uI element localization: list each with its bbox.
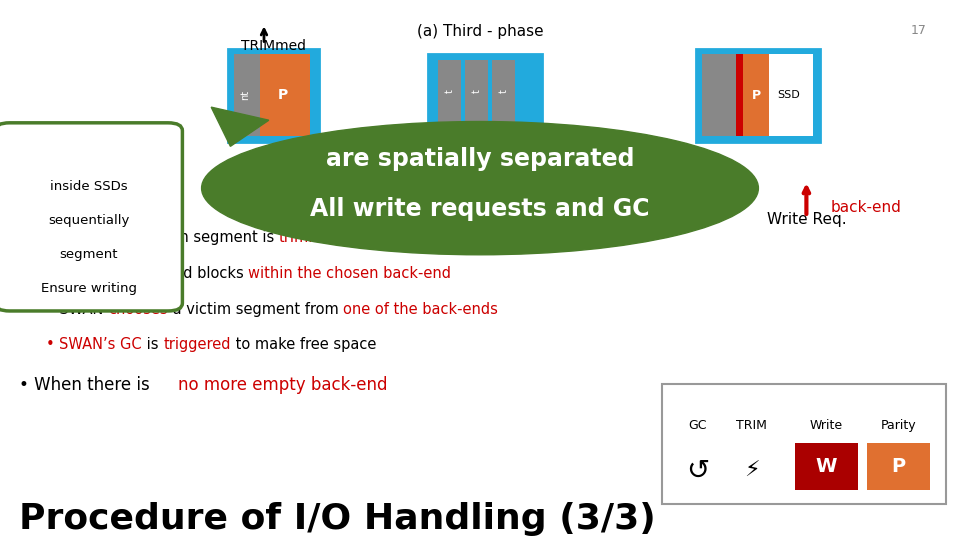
- FancyBboxPatch shape: [867, 443, 930, 490]
- FancyBboxPatch shape: [234, 55, 262, 137]
- Text: P: P: [752, 89, 760, 102]
- Text: to make free space: to make free space: [230, 337, 376, 352]
- Text: sequentially: sequentially: [48, 214, 130, 227]
- Text: (a) Third - phase: (a) Third - phase: [417, 24, 543, 38]
- Text: 17: 17: [910, 24, 926, 37]
- Text: SWAN GC: SWAN GC: [252, 212, 333, 227]
- Text: is: is: [142, 337, 163, 352]
- Text: Procedure of I/O Handling (3/3): Procedure of I/O Handling (3/3): [19, 502, 656, 536]
- Text: no more empty back-end: no more empty back-end: [178, 376, 387, 394]
- Ellipse shape: [202, 122, 758, 255]
- Text: nt: nt: [240, 90, 250, 100]
- FancyBboxPatch shape: [743, 55, 769, 137]
- Text: TRIM: TRIM: [736, 420, 767, 433]
- Text: SWAN’s GC: SWAN’s GC: [60, 337, 142, 352]
- Text: are spatially separated: are spatially separated: [325, 147, 635, 171]
- FancyBboxPatch shape: [428, 54, 541, 129]
- FancyBboxPatch shape: [763, 55, 813, 137]
- FancyBboxPatch shape: [260, 55, 309, 137]
- Text: inside SSDs: inside SSDs: [50, 180, 128, 193]
- Text: All write requests and GC: All write requests and GC: [310, 197, 650, 221]
- Text: •: •: [46, 337, 60, 352]
- Text: one of the back-ends: one of the back-ends: [343, 301, 498, 316]
- Text: W: W: [816, 457, 837, 476]
- Text: P: P: [892, 457, 905, 476]
- FancyBboxPatch shape: [0, 123, 182, 311]
- Text: t: t: [471, 90, 482, 93]
- Text: Write Req.: Write Req.: [767, 212, 846, 227]
- Text: TRIMmed: TRIMmed: [241, 39, 306, 53]
- Text: P: P: [278, 89, 288, 103]
- FancyBboxPatch shape: [228, 49, 319, 142]
- FancyBboxPatch shape: [492, 59, 516, 123]
- Text: within the chosen back-end: within the chosen back-end: [249, 266, 451, 281]
- Text: t: t: [444, 90, 455, 93]
- Text: chooses: chooses: [108, 301, 168, 316]
- Text: Write: Write: [810, 420, 843, 433]
- Text: ⚡: ⚡: [744, 461, 759, 481]
- FancyBboxPatch shape: [703, 55, 738, 137]
- Text: • SWAN writes valid blocks: • SWAN writes valid blocks: [46, 266, 249, 281]
- Text: triggered: triggered: [163, 337, 230, 352]
- FancyBboxPatch shape: [736, 55, 745, 137]
- FancyBboxPatch shape: [438, 59, 462, 123]
- FancyBboxPatch shape: [662, 384, 946, 504]
- Text: a victim segment from: a victim segment from: [168, 301, 343, 316]
- Text: back-end: back-end: [830, 200, 901, 214]
- FancyBboxPatch shape: [795, 443, 858, 490]
- FancyBboxPatch shape: [697, 49, 820, 142]
- Text: GC: GC: [688, 420, 708, 433]
- FancyBboxPatch shape: [465, 59, 488, 123]
- Text: • SWAN: • SWAN: [46, 301, 108, 316]
- Polygon shape: [211, 107, 269, 146]
- Text: trimmed: trimmed: [279, 231, 342, 246]
- Text: • When there is: • When there is: [19, 376, 156, 394]
- Text: • Finally, the victim segment is: • Finally, the victim segment is: [46, 231, 279, 246]
- Text: segment: segment: [60, 248, 118, 261]
- Text: Parity: Parity: [880, 420, 917, 433]
- Text: Ensure writing: Ensure writing: [40, 282, 137, 295]
- Text: SSD: SSD: [777, 90, 800, 100]
- Text: t: t: [498, 90, 509, 93]
- Text: ↺: ↺: [686, 456, 709, 484]
